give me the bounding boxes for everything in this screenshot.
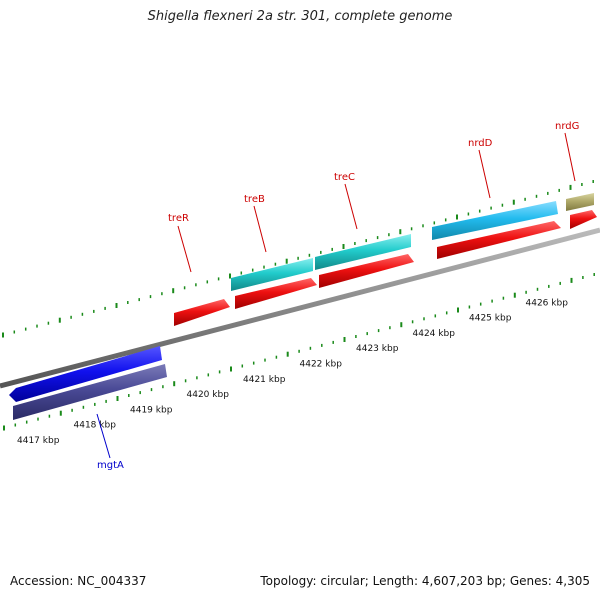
kbp-label: 4421 kbp: [243, 375, 286, 385]
kbp-label: 4423 kbp: [356, 344, 399, 354]
genome-title: Shigella flexneri 2a str. 301, complete …: [147, 9, 453, 24]
label-line-nrdD: [478, 149, 491, 199]
outer-tick-ruler: [2, 180, 594, 338]
gene-label-treR: treR: [168, 213, 189, 224]
accession-text: Accession: NC_004337: [10, 574, 147, 588]
gene-feature-nrdD[interactable]: [432, 201, 558, 240]
label-line-mgtA: [96, 413, 111, 459]
kbp-label: 4422 kbp: [300, 360, 343, 370]
gene-label-treB: treB: [244, 194, 265, 205]
gene-feature-treC[interactable]: [315, 234, 411, 270]
gene-feature-mgtA[interactable]: [9, 346, 162, 402]
gene-label-nrdD: nrdD: [468, 138, 493, 149]
genome-backbone: [0, 227, 600, 389]
label-line-treB: [253, 205, 267, 253]
cds-feature-mgtA[interactable]: [13, 364, 167, 420]
kbp-label: 4425 kbp: [469, 314, 512, 324]
kbp-label: 4420 kbp: [187, 390, 230, 400]
cds-feature-treB[interactable]: [235, 278, 317, 309]
kbp-label: 4426 kbp: [526, 298, 569, 308]
inner-tick-ruler: [3, 273, 595, 431]
cds-feature-treC[interactable]: [319, 254, 414, 288]
kbp-label-group: 4417 kbp 4418 kbp 4419 kbp 4420 kbp 4421 kbp…: [17, 298, 568, 446]
kbp-label: 4419 kbp: [130, 405, 173, 415]
gene-feature-nrdG[interactable]: [566, 193, 594, 211]
gene-label-treC: treC: [334, 172, 355, 183]
genome-summary: Topology: circular; Length: 4,607,203 bp…: [260, 574, 590, 588]
gene-label-nrdG: nrdG: [555, 121, 579, 132]
kbp-label: 4417 kbp: [17, 436, 60, 446]
gene-label-mgtA: mgtA: [97, 460, 124, 471]
gene-feature-treB[interactable]: [231, 258, 313, 291]
cds-feature-treR[interactable]: [174, 299, 230, 326]
kbp-label: 4424 kbp: [413, 329, 456, 339]
label-line-treR: [177, 225, 192, 273]
cds-feature-nrdG[interactable]: [570, 210, 597, 229]
label-line-nrdG: [564, 132, 576, 182]
label-line-treC: [344, 183, 358, 230]
kbp-label: 4418 kbp: [74, 421, 117, 431]
cds-feature-nrdD[interactable]: [437, 221, 561, 259]
